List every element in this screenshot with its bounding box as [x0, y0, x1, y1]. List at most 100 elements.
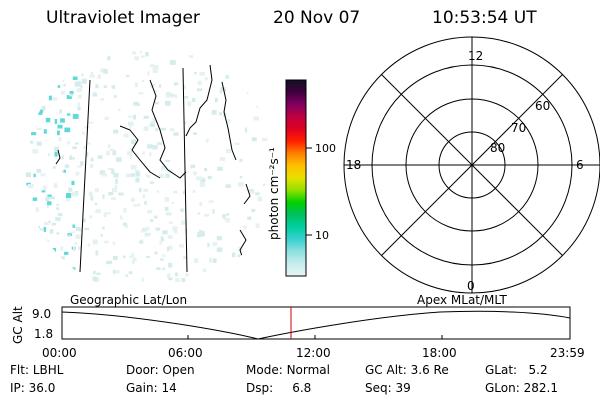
info-glon-key: GLon: — [485, 381, 520, 395]
emission-pixel — [32, 101, 35, 105]
emission-pixel — [36, 127, 42, 130]
emission-pixel — [183, 121, 187, 125]
emission-pixel — [168, 277, 173, 281]
emission-pixel — [196, 176, 202, 181]
emission-pixel — [251, 208, 256, 213]
info-glat-value: 5.2 — [528, 363, 548, 377]
emission-pixel — [91, 51, 98, 55]
emission-pixel — [145, 51, 149, 57]
emission-pixel — [225, 270, 230, 275]
emission-pixel — [167, 273, 171, 279]
emission-pixel — [204, 167, 208, 172]
lat-label-80: 80 — [490, 141, 505, 155]
emission-pixel — [191, 97, 196, 102]
emission-pixel — [159, 173, 164, 178]
emission-pixel — [113, 255, 118, 261]
meridian-line-west — [79, 79, 91, 273]
emission-pixel — [152, 118, 157, 123]
emission-pixel — [243, 225, 247, 230]
emission-pixel — [35, 251, 38, 255]
emission-pixel — [86, 151, 89, 157]
emission-pixel — [248, 189, 254, 192]
emission-pixel — [211, 110, 217, 115]
emission-pixel — [77, 165, 82, 168]
emission-pixel — [165, 100, 171, 106]
emission-pixel — [113, 95, 117, 98]
emission-pixel — [199, 201, 203, 207]
emission-pixel — [232, 62, 239, 67]
emission-pixel — [200, 178, 206, 183]
emission-pixel — [43, 239, 47, 243]
emission-pixel — [235, 278, 241, 283]
emission-pixel — [78, 57, 81, 62]
emission-pixel — [111, 169, 115, 174]
track-x-tick-0000: 00:00 — [42, 346, 77, 360]
emission-pixel — [70, 231, 75, 234]
emission-pixel — [131, 252, 134, 257]
emission-pixel — [180, 208, 184, 212]
emission-pixel — [192, 189, 196, 193]
emission-pixel — [27, 184, 34, 189]
emission-pixel — [114, 270, 120, 274]
emission-pixel — [52, 97, 57, 101]
emission-pixel — [159, 241, 162, 245]
emission-pixel — [225, 218, 230, 223]
emission-pixel — [135, 177, 140, 183]
emission-pixel — [43, 240, 50, 243]
emission-pixel — [102, 194, 105, 200]
emission-pixel — [29, 109, 34, 115]
emission-pixel — [237, 254, 243, 258]
emission-pixel — [150, 84, 153, 89]
emission-pixel — [217, 247, 221, 251]
emission-pixel — [33, 173, 36, 178]
emission-pixel — [71, 180, 75, 186]
emission-pixel — [140, 55, 145, 58]
emission-pixel — [173, 82, 179, 86]
emission-pixel — [37, 266, 40, 270]
emission-pixel — [162, 254, 166, 257]
emission-pixel — [49, 229, 54, 234]
emission-pixel — [111, 197, 117, 200]
info-seq-key: Seq: — [365, 381, 392, 395]
info-flt: Flt: LBHL — [10, 363, 63, 377]
emission-pixel — [226, 213, 230, 216]
emission-pixel — [53, 183, 58, 188]
emission-pixel — [274, 166, 275, 171]
info-gain: Gain: 14 — [126, 381, 177, 395]
emission-pixel — [99, 170, 105, 175]
emission-pixel — [168, 169, 174, 173]
emission-pixel — [258, 50, 264, 55]
emission-pixel — [143, 188, 149, 192]
emission-pixel — [54, 119, 58, 124]
info-door-value: Open — [162, 363, 195, 377]
track-axis-title: GC Alt — [11, 306, 25, 344]
emission-pixel — [43, 226, 46, 232]
emission-pixel — [123, 207, 127, 213]
emission-pixel — [49, 196, 55, 200]
emission-pixel — [246, 89, 250, 95]
emission-pixel — [144, 200, 147, 205]
emission-pixel — [199, 182, 206, 187]
emission-pixel — [196, 88, 203, 92]
emission-pixel — [160, 258, 164, 261]
emission-pixel — [251, 137, 257, 142]
track-left-label: Geographic Lat/Lon — [70, 293, 187, 307]
info-dsp-key: Dsp: — [246, 381, 274, 395]
emission-pixel — [32, 277, 37, 280]
emission-pixel — [156, 267, 161, 270]
emission-pixel — [193, 171, 197, 176]
emission-pixel — [231, 68, 236, 72]
emission-pixel — [219, 90, 222, 94]
instrument-title: Ultraviolet Imager — [46, 8, 200, 28]
emission-pixel — [212, 242, 218, 246]
emission-pixel — [29, 121, 33, 126]
emission-pixel — [66, 193, 72, 198]
emission-pixel — [138, 203, 141, 207]
emission-pixel — [175, 278, 179, 282]
emission-pixel — [32, 112, 38, 118]
emission-pixel — [153, 215, 158, 219]
emission-pixel — [108, 191, 114, 196]
emission-pixel — [90, 54, 96, 59]
emission-pixel — [214, 97, 218, 103]
emission-pixel — [234, 60, 238, 63]
